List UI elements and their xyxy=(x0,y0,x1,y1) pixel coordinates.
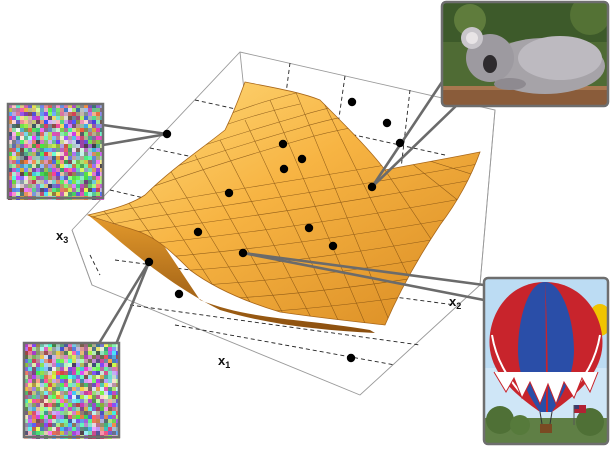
balloon-basket xyxy=(540,424,552,433)
data-point xyxy=(224,188,234,198)
data-point xyxy=(347,97,357,107)
data-point xyxy=(328,241,338,251)
data-points xyxy=(144,97,405,363)
data-point xyxy=(193,227,203,237)
data-point xyxy=(174,289,184,299)
data-point xyxy=(297,154,307,164)
balloon-envelope xyxy=(489,282,603,412)
leader-top-left xyxy=(102,123,168,136)
leader-bottom-left xyxy=(96,261,151,346)
data-point xyxy=(238,248,248,258)
koala-photo xyxy=(440,0,610,108)
data-point xyxy=(304,223,314,233)
noise-image-top-left xyxy=(6,102,105,200)
data-point xyxy=(367,182,377,192)
surface-underside xyxy=(88,215,375,333)
data-point xyxy=(144,257,154,267)
data-point xyxy=(382,118,392,128)
axis-label-x1: x1 xyxy=(218,353,230,370)
leader-lines xyxy=(96,81,485,358)
noise-image-bottom-left xyxy=(22,341,121,439)
data-point xyxy=(278,139,288,149)
leader-balloon xyxy=(242,251,485,287)
hot-air-balloon-photo xyxy=(482,276,610,446)
leader-top-left-lower xyxy=(102,132,168,147)
axis-label-x3: x3 xyxy=(56,228,68,245)
leader-koala-lower xyxy=(371,103,459,188)
leader-koala xyxy=(370,81,444,188)
axis-label-x2: x2 xyxy=(449,294,461,311)
data-point xyxy=(395,138,405,148)
data-point xyxy=(162,129,172,139)
data-point xyxy=(346,353,356,363)
leader-balloon-lower xyxy=(242,251,485,302)
leader-bottom-left-lower xyxy=(109,261,151,358)
data-point xyxy=(279,164,289,174)
